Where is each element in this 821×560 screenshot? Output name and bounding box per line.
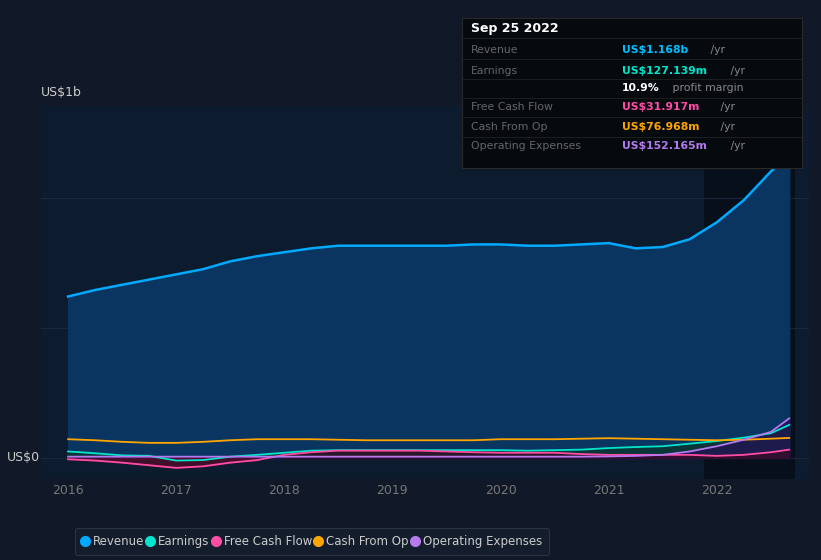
Text: Revenue: Revenue [470,44,518,54]
Text: Sep 25 2022: Sep 25 2022 [470,22,558,35]
Text: US$31.917m: US$31.917m [621,102,699,112]
Text: US$1.168b: US$1.168b [621,44,688,54]
Text: Operating Expenses: Operating Expenses [470,141,580,151]
Text: Free Cash Flow: Free Cash Flow [470,102,553,112]
Text: US$76.968m: US$76.968m [621,122,699,132]
Text: /yr: /yr [727,141,745,151]
Text: profit margin: profit margin [669,83,744,93]
Text: US$1b: US$1b [41,86,82,99]
Text: US$127.139m: US$127.139m [621,66,707,76]
Text: Cash From Op: Cash From Op [470,122,547,132]
Text: Earnings: Earnings [470,66,517,76]
Text: /yr: /yr [717,102,735,112]
Text: /yr: /yr [717,122,735,132]
Legend: Revenue, Earnings, Free Cash Flow, Cash From Op, Operating Expenses: Revenue, Earnings, Free Cash Flow, Cash … [75,528,549,556]
Text: 10.9%: 10.9% [621,83,659,93]
Text: /yr: /yr [727,66,745,76]
Text: US$0: US$0 [7,451,40,464]
Bar [704,106,795,479]
Text: US$152.165m: US$152.165m [621,141,707,151]
Text: /yr: /yr [708,44,726,54]
